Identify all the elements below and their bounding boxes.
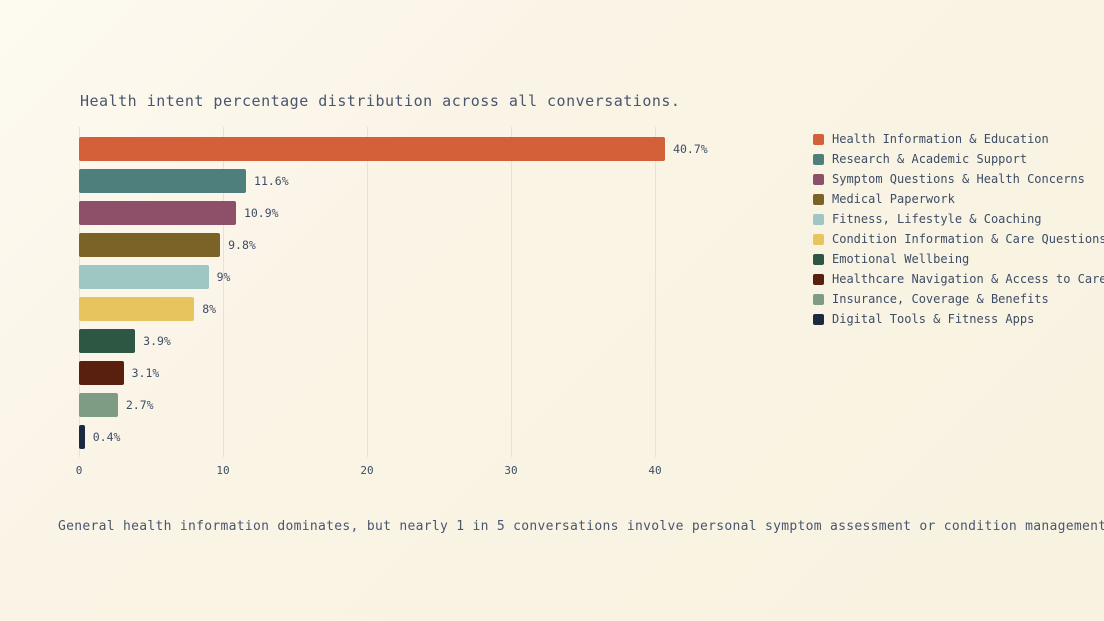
legend-swatch xyxy=(813,193,824,205)
bar-value-label: 3.9% xyxy=(143,334,171,348)
bar xyxy=(79,169,247,193)
bar-value-label: 40.7% xyxy=(673,142,708,156)
bar xyxy=(79,201,236,225)
bar xyxy=(79,361,124,385)
legend-item: Fitness, Lifestyle & Coaching xyxy=(813,212,1104,226)
legend: Health Information & Education Research &… xyxy=(813,132,1104,326)
plot-area: 0 10 20 30 40 40.7% 11.6% 10.9% 9.8% 9% 8% 3.9% 3.1%… xyxy=(76,127,759,477)
legend-swatch xyxy=(813,293,824,305)
x-tick-label: 0 xyxy=(75,464,83,477)
legend-label: Health Information & Education xyxy=(832,132,1049,146)
bar-value-label: 9% xyxy=(216,270,231,284)
gridline xyxy=(223,127,224,457)
bar-value-label: 0.4% xyxy=(92,430,121,444)
bar xyxy=(79,265,209,289)
legend-swatch xyxy=(813,273,824,285)
bar xyxy=(79,425,85,449)
legend-label: Research & Academic Support xyxy=(832,152,1028,166)
bar xyxy=(79,393,118,417)
legend-swatch xyxy=(813,233,824,245)
legend-swatch xyxy=(813,133,824,145)
legend-item: Health Information & Education xyxy=(813,132,1104,146)
gridline xyxy=(79,127,80,457)
x-tick-label: 40 xyxy=(648,464,662,477)
legend-item: Insurance, Coverage & Benefits xyxy=(813,292,1104,306)
bar-value-label: 8% xyxy=(202,302,217,316)
legend-label: Fitness, Lifestyle & Coaching xyxy=(832,212,1042,226)
gridline xyxy=(511,127,512,457)
bar-value-label: 11.6% xyxy=(254,174,289,188)
legend-label: Symptom Questions & Health Concerns xyxy=(832,172,1085,186)
chart-title: Health intent percentage distribution ac… xyxy=(80,92,681,110)
bar xyxy=(79,137,666,161)
bar-value-label: 2.7% xyxy=(125,398,154,412)
legend-label: Medical Paperwork xyxy=(832,192,955,206)
bar-value-label: 9.8% xyxy=(228,238,256,252)
legend-label: Healthcare Navigation & Access to Care xyxy=(832,272,1104,286)
x-tick-label: 30 xyxy=(504,464,518,477)
bar xyxy=(79,297,195,321)
chart-caption: General health information dominates, bu… xyxy=(58,519,1104,534)
legend-item: Digital Tools & Fitness Apps xyxy=(813,312,1104,326)
bar-value-label: 10.9% xyxy=(243,206,279,220)
legend-item: Medical Paperwork xyxy=(813,192,1104,206)
legend-item: Healthcare Navigation & Access to Care xyxy=(813,272,1104,286)
legend-item: Research & Academic Support xyxy=(813,152,1104,166)
legend-label: Emotional Wellbeing xyxy=(832,252,970,266)
x-tick-label: 20 xyxy=(360,464,374,477)
legend-item: Emotional Wellbeing xyxy=(813,252,1104,266)
legend-item: Symptom Questions & Health Concerns xyxy=(813,172,1104,186)
gridline xyxy=(655,127,656,457)
x-tick-label: 10 xyxy=(216,464,230,477)
gridline xyxy=(367,127,368,457)
legend-swatch xyxy=(813,313,824,325)
legend-swatch xyxy=(813,153,824,165)
legend-label: Insurance, Coverage & Benefits xyxy=(832,292,1049,306)
legend-swatch xyxy=(813,213,824,225)
legend-item: Condition Information & Care Questions xyxy=(813,232,1104,246)
legend-label: Condition Information & Care Questions xyxy=(832,232,1104,246)
bar xyxy=(79,329,136,353)
legend-label: Digital Tools & Fitness Apps xyxy=(832,312,1035,326)
legend-swatch xyxy=(813,253,824,265)
bar xyxy=(79,233,221,257)
bar-value-label: 3.1% xyxy=(131,366,160,380)
legend-swatch xyxy=(813,173,824,185)
